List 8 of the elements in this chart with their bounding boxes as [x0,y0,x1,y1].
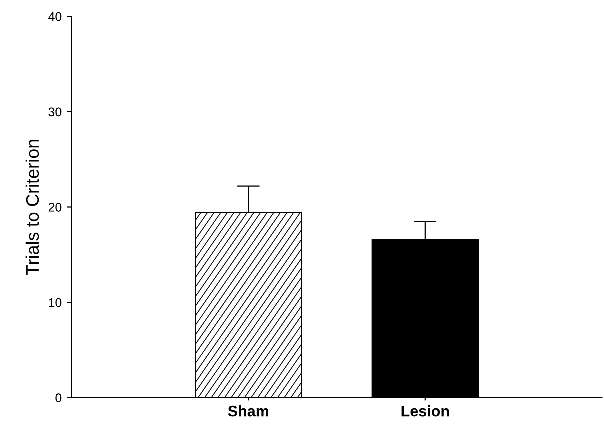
y-tick-label: 20 [48,203,62,212]
x-tick-label: Sham [228,406,268,417]
x-tick-label: Lesion [402,406,450,417]
y-tick-label: 30 [48,108,62,117]
y-tick-label: 10 [49,298,62,308]
y-tick-label: 0 [56,394,62,403]
y-tick-label: 40 [48,12,62,22]
y-axis-title: Trials to Criterion [26,140,40,276]
